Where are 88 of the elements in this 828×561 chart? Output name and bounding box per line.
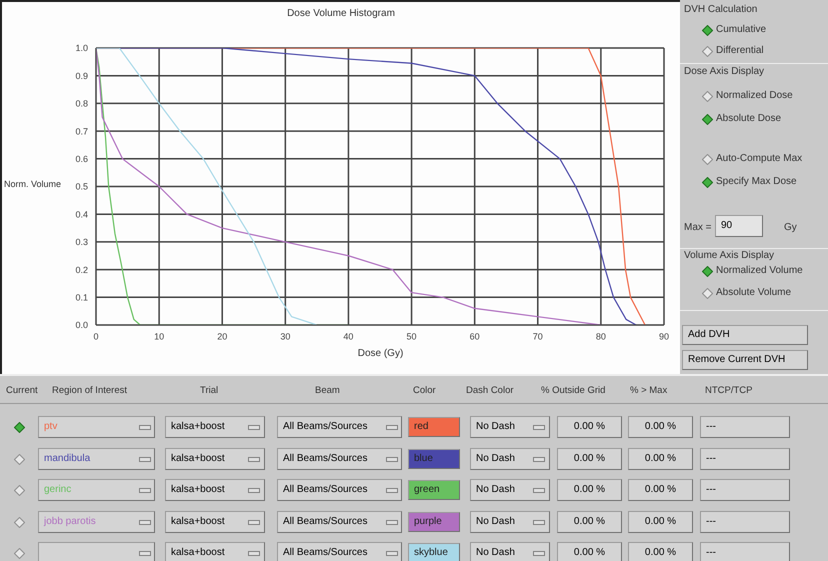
y-tick-label: 0.3 xyxy=(75,237,88,248)
beam-field: All Beams/Sources xyxy=(277,448,402,470)
text: % > Max xyxy=(630,385,668,396)
over-max-field: 0.00 % xyxy=(628,510,693,532)
roi-field: ptv xyxy=(38,416,155,438)
color-swatch: green xyxy=(408,480,460,500)
max-dose-field: 90 xyxy=(715,215,763,237)
text: Trial xyxy=(200,385,218,396)
y-tick-label: 0.5 xyxy=(75,182,88,192)
y-tick-label: 1.0 xyxy=(75,43,88,54)
dash-field: No Dash xyxy=(470,542,550,561)
text: Volume Axis Display xyxy=(684,250,774,261)
text: Gy xyxy=(784,222,797,233)
y-tick-label: 0.2 xyxy=(75,264,88,275)
x-tick-label: 40 xyxy=(343,331,354,342)
outside-grid-field: 0.00 % xyxy=(557,510,622,532)
trial-field: kalsa+boost xyxy=(165,416,265,438)
text: Auto-Compute Max xyxy=(716,153,802,164)
text: Absolute Dose xyxy=(716,113,782,124)
x-tick-label: 10 xyxy=(154,331,164,342)
y-tick-label: 0.9 xyxy=(75,70,88,81)
text: Max = xyxy=(684,222,712,233)
text: DVH Calculation xyxy=(684,4,758,15)
ntcp-field: --- xyxy=(700,416,790,438)
chart-title: Dose Volume Histogram xyxy=(286,8,396,19)
trial-field: kalsa+boost xyxy=(165,448,265,470)
y-tick-label: 0.6 xyxy=(75,154,88,164)
text: Normalized Dose xyxy=(716,90,793,101)
over-max-field: 0.00 % xyxy=(628,479,693,501)
color-swatch: skyblue xyxy=(408,543,460,561)
y-tick-label: 0.4 xyxy=(75,209,88,220)
x-tick-label: 90 xyxy=(658,331,670,342)
over-max-field: 0.00 % xyxy=(628,448,693,470)
add-button: Add DVH xyxy=(682,325,808,345)
outside-grid-field: 0.00 % xyxy=(557,479,622,501)
roi-field: mandibula xyxy=(38,448,155,470)
x-tick-label: 0 xyxy=(93,331,99,342)
text: Color xyxy=(413,385,436,396)
text: % Outside Grid xyxy=(541,385,606,396)
trial-field: kalsa+boost xyxy=(165,510,265,532)
ntcp-field: --- xyxy=(700,510,790,532)
text: Absolute Volume xyxy=(716,287,792,298)
text: Dash Color xyxy=(466,385,514,396)
roi-field: gerinc xyxy=(38,479,155,501)
trial-field: kalsa+boost xyxy=(165,479,265,501)
text: Differential xyxy=(716,45,764,56)
x-tick-label: 70 xyxy=(532,331,543,342)
remove-button: Remove Current DVH xyxy=(682,350,808,370)
dash-field: No Dash xyxy=(470,479,550,501)
y-axis-title: Norm. Volume xyxy=(4,179,62,189)
beam-field: All Beams/Sources xyxy=(277,479,402,501)
ntcp-field: --- xyxy=(700,542,790,561)
text: Beam xyxy=(315,385,340,396)
x-axis-title: Dose (Gy) xyxy=(356,348,404,359)
over-max-field: 0.00 % xyxy=(628,542,693,561)
text: Region of Interest xyxy=(52,385,127,396)
text: Specify Max Dose xyxy=(716,176,797,187)
beam-field: All Beams/Sources xyxy=(277,416,402,438)
beam-field: All Beams/Sources xyxy=(277,510,402,532)
text: NTCP/TCP xyxy=(705,385,752,396)
ntcp-field: --- xyxy=(700,448,790,470)
outside-grid-field: 0.00 % xyxy=(557,448,622,470)
trial-field: kalsa+boost xyxy=(165,542,265,561)
color-swatch: blue xyxy=(408,448,460,468)
dash-field: No Dash xyxy=(470,448,550,470)
dash-field: No Dash xyxy=(470,510,550,532)
over-max-field: 0.00 % xyxy=(628,416,693,438)
x-tick-label: 30 xyxy=(280,331,290,342)
beam-field: All Beams/Sources xyxy=(277,542,402,561)
x-tick-label: 60 xyxy=(470,331,480,342)
roi-field: jobb parotis xyxy=(38,510,155,532)
x-tick-label: 80 xyxy=(596,331,606,342)
text: Current xyxy=(6,385,38,396)
y-tick-label: 0.0 xyxy=(75,320,88,330)
y-tick-label: 0.1 xyxy=(75,292,88,302)
ntcp-field: --- xyxy=(700,479,790,501)
y-tick-label: 0.8 xyxy=(75,98,88,109)
x-tick-label: 20 xyxy=(217,331,228,342)
dash-field: No Dash xyxy=(470,416,550,438)
color-swatch: purple xyxy=(408,512,460,532)
x-tick-label: 50 xyxy=(406,331,417,342)
text: Cumulative xyxy=(716,24,766,35)
text: Dose Axis Display xyxy=(684,66,764,77)
text: Normalized Volume xyxy=(716,265,803,276)
outside-grid-field: 0.00 % xyxy=(557,416,622,438)
outside-grid-field: 0.00 % xyxy=(557,542,622,561)
y-tick-label: 0.7 xyxy=(75,126,88,136)
color-swatch: red xyxy=(408,417,460,437)
